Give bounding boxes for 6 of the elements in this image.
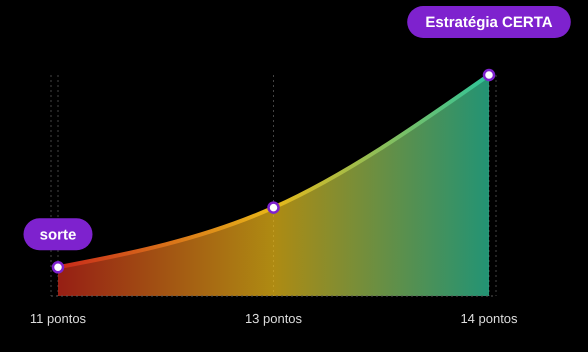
x-tick-label: 14 pontos <box>460 311 518 326</box>
x-tick-label: 13 pontos <box>244 311 303 326</box>
note-pill: sorte <box>24 218 92 250</box>
annotation: sorte <box>40 226 76 244</box>
x-tick-label: 11 pontos <box>30 311 87 326</box>
note-pill: Estratégia CERTA <box>407 6 571 38</box>
